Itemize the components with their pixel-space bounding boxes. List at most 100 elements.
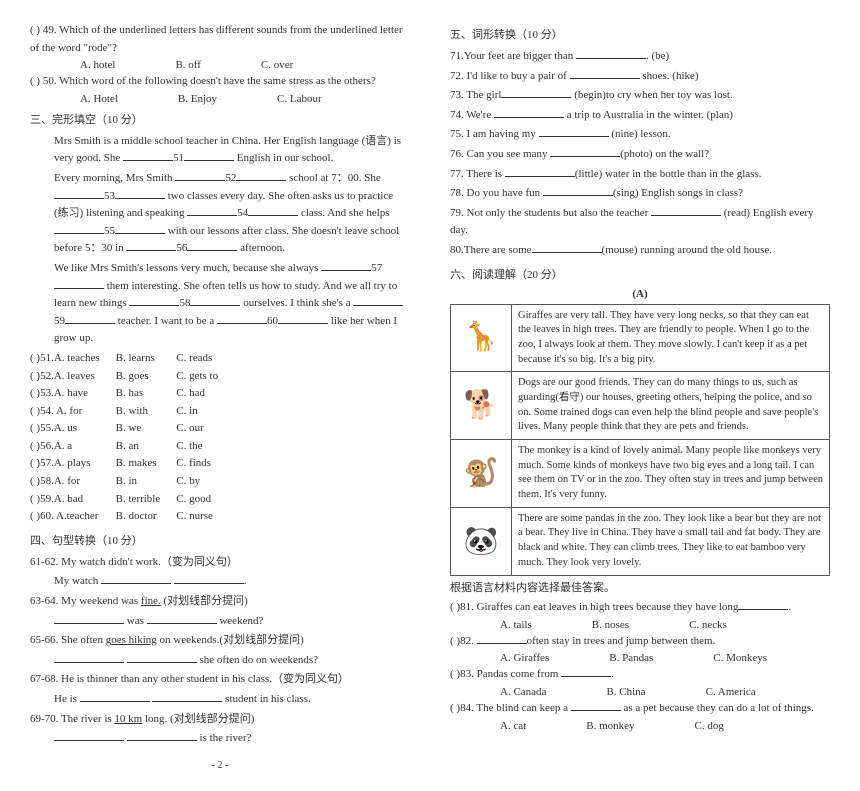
q82b: B. Pandas [609,652,653,664]
l80b: (mouse) running around the old house. [602,244,772,256]
n58: 58 [179,297,190,309]
cloze-p1: Mrs Smith is a middle school teacher in … [54,133,410,168]
cloze-cell: B. terrible [116,491,177,509]
q49-prefix: ( ) 49. [30,24,57,36]
blank-56a [126,240,176,251]
cloze-row: ( )57.A. playsB. makesC. finds [30,455,234,473]
cloze-row: ( )55.A. usB. weC. our [30,420,234,438]
cloze-cell: ( )56.A. a [30,438,116,456]
reading-row: 🐕Dogs are our good friends. They can do … [451,372,830,440]
l80: 80.There are some(mouse) running around … [450,242,830,260]
blank-76 [550,146,620,157]
cloze-cell: ( )59.A. bad [30,491,116,509]
l76a: 76. Can you see many [450,148,550,160]
section-6-title: 六、阅读理解（20 分） [450,266,830,282]
q82: ( )82. often stay in trees and jump betw… [450,633,830,651]
q63: 63-64. My weekend was fine. (对划线部分提问) [30,593,410,611]
q82-pre: ( )82. [450,635,477,647]
blank-79 [651,205,721,216]
cloze-cell: B. goes [116,368,177,386]
q69-tail: long. (对划线部分提问) [145,713,254,725]
q84: ( )84. The blind can keep a as a pet bec… [450,700,830,718]
reading-instruction: 根据语言材料内容选择最佳答案。 [450,580,830,598]
q81-text: ( )81. Giraffes can eat leaves in high t… [450,601,738,613]
l75a: 75. I am having my [450,128,539,140]
q84-choices: A. cat B. monkey C. dog [500,720,830,732]
cloze-cell: C. had [176,385,234,403]
l77a: 77. There is [450,168,505,180]
l77b: (little) water in the bottle than in the… [575,168,762,180]
l75b: (nine) lesson. [609,128,671,140]
blank-67b [152,691,222,702]
blank-61a [101,573,171,584]
q67b-a: He is [54,693,80,705]
reading-table: 🦒Giraffes are very tall. They have very … [450,304,830,576]
q69a: 69-70. The river is [30,713,114,725]
cloze-row: ( )51.A. teachesB. learnsC. reads [30,350,234,368]
q81c: C. necks [689,619,727,631]
blank-59b [65,313,115,324]
q50-text: Which word of the following doesn't have… [59,75,376,87]
cloze-cell: C. good [176,491,234,509]
blank-69a [54,730,124,741]
cloze-choices-table: ( )51.A. teachesB. learnsC. reads( )52.A… [30,350,234,526]
l72a: 72. I'd like to buy a pair of [450,70,570,82]
blank-57a [321,260,371,271]
q65b: she often do on weekends? [200,654,319,666]
blank-59a [353,295,403,306]
l79: 79. Not only the students but also the t… [450,205,830,240]
q82c: C. Monkeys [713,652,767,664]
cloze-cell: C. gets to [176,368,234,386]
blank-78 [543,185,613,196]
cloze-cell: C. reads [176,350,234,368]
p2f: afternoon. [240,242,285,254]
blank-67a [80,691,150,702]
q49-text: Which of the underlined letters has diff… [30,24,403,54]
q50-b: B. Enjoy [178,93,217,105]
cloze-cell: ( )60. A.teacher [30,508,116,526]
blank-69b [127,730,197,741]
animal-icon: 🐕 [451,372,512,440]
blank-60a [217,313,267,324]
right-column: 五、词形转换（10 分） 71.Your feet are bigger tha… [450,20,830,771]
q84-pre: ( )84. The blind can keep a [450,702,571,714]
n51: 51 [173,152,184,164]
q50-a: A. Hotel [80,93,118,105]
l78: 78. Do you have fun (sing) English songs… [450,185,830,203]
q83: ( )83. Pandas come from . [450,666,830,684]
q65-tail: on weekends.(对划线部分提问) [160,634,304,646]
q63b-a: was [127,615,147,627]
l76b: (photo) on the wall? [620,148,709,160]
n57: 57 [371,262,382,274]
blank-56b [187,240,237,251]
blank-60b [278,313,328,324]
cloze-p3: We like Mrs Smith's lessons very much, b… [54,260,410,348]
q49-choices: A. hotel B. off C. over [80,59,410,71]
cloze-row: ( )56.A. aB. anC. the [30,438,234,456]
q50-choices: A. Hotel B. Enjoy C. Labour [80,93,410,105]
q83-choices: A. Canada B. China C. America [500,686,830,698]
cloze-cell: ( )57.A. plays [30,455,116,473]
cloze-cell: B. with [116,403,177,421]
q67-ans: He is student in his class. [54,691,410,709]
cloze-cell: ( )52.A. leaves [30,368,116,386]
l75: 75. I am having my (nine) lesson. [450,126,830,144]
cloze-cell: B. in [116,473,177,491]
q63-fine: fine. [141,595,161,607]
blank-80 [532,242,602,253]
q61-ans: My watch . [54,573,410,591]
blank-53a [54,188,104,199]
blank-54a [187,205,237,216]
l71a: 71.Your feet are bigger than [450,50,576,62]
n59: 59 [54,315,65,327]
q50-c: C. Labour [277,93,322,105]
l74: 74. We're a trip to Australia in the win… [450,107,830,125]
n53: 53 [104,190,115,202]
q69: 69-70. The river is 10 km long. (对划线部分提问… [30,711,410,729]
blank-84 [571,700,621,711]
q84a: A. cat [500,720,526,732]
left-column: ( ) 49. Which of the underlined letters … [30,20,410,771]
blank-55a [54,223,104,234]
cloze-row: ( )52.A. leavesB. goesC. gets to [30,368,234,386]
blank-82 [477,633,527,644]
